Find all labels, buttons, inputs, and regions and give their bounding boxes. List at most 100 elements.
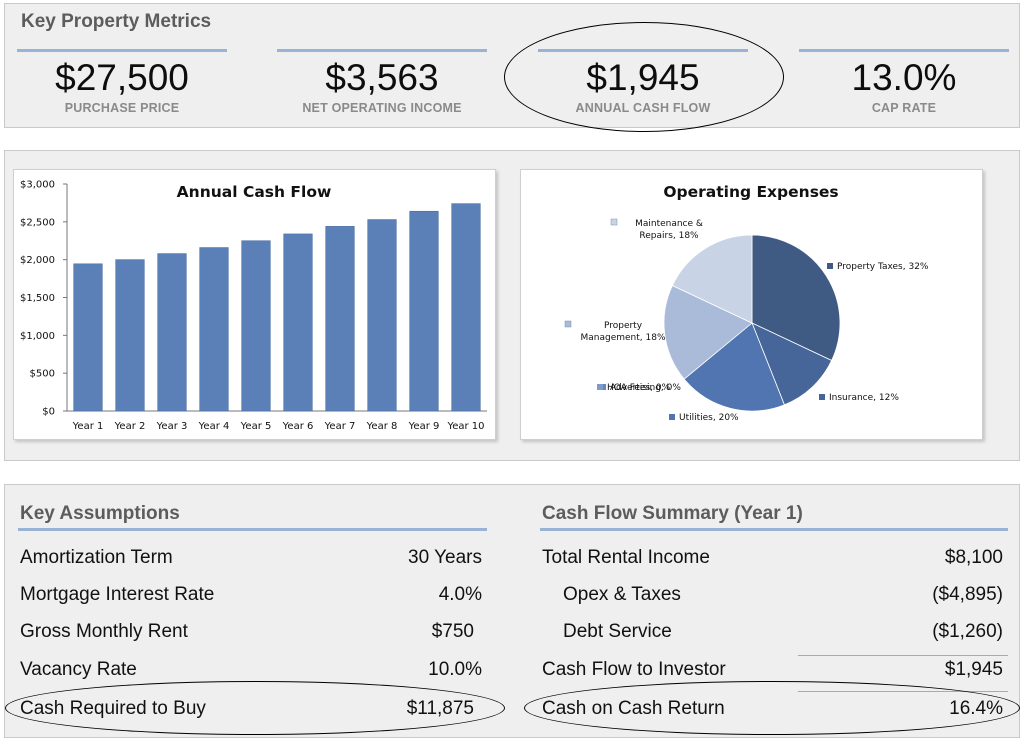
cash-flow-summary-rule (540, 528, 1008, 531)
pie-slice (683, 322, 785, 412)
x-tick-label: Year 10 (446, 421, 484, 432)
metric-value: $3,563 (325, 57, 439, 98)
assumption-label: Gross Monthly Rent (20, 621, 188, 642)
cashflow-label: Cash on Cash Return (542, 698, 725, 719)
bar (409, 210, 439, 412)
cashflow-value: 16.4% (949, 698, 1003, 719)
x-tick-label: Year 9 (408, 421, 440, 432)
x-tick-label: Year 3 (156, 421, 188, 432)
metric-cap-rate: 13.0% CAP RATE (799, 49, 1009, 115)
metric-label: ANNUAL CASH FLOW (575, 101, 711, 115)
legend-swatch (827, 263, 833, 269)
metric-net-operating-income: $3,563 NET OPERATING INCOME (277, 49, 487, 115)
y-tick-label: $500 (30, 369, 55, 380)
pie-label: Maintenance & (635, 219, 703, 229)
x-tick-label: Year 1 (72, 421, 104, 432)
pie-label: Utilities, 20% (679, 413, 739, 423)
cashflow-row-opex-and-taxes: Opex & Taxes ($4,895) (563, 582, 1003, 608)
pie-slice (751, 322, 833, 406)
y-tick-label: $2,500 (20, 217, 55, 228)
bar (283, 233, 313, 412)
cashflow-label: Opex & Taxes (563, 584, 681, 605)
y-tick-label: $1,500 (20, 293, 55, 304)
assumption-value: 4.0% (438, 584, 482, 605)
bar (451, 203, 481, 412)
operating-expenses-chart-svg: Operating Expenses Property Taxes, 32% Ins… (564, 183, 929, 423)
cashflow-row-cash-flow-to-investor: Cash Flow to Investor $1,945 (542, 657, 1003, 683)
total-rule (798, 691, 1008, 692)
legend-swatch (669, 414, 675, 420)
pie-label: Property Taxes, 32% (837, 262, 929, 272)
metric-annual-cash-flow: $1,945 ANNUAL CASH FLOW (538, 49, 748, 115)
subtotal-rule (798, 655, 1008, 656)
metric-label: NET OPERATING INCOME (302, 101, 462, 115)
metric-value: 13.0% (851, 57, 957, 98)
cashflow-label: Cash Flow to Investor (542, 659, 726, 680)
x-tick-label: Year 8 (366, 421, 398, 432)
metric-value: $1,945 (586, 57, 700, 98)
x-tick-label: Year 7 (324, 421, 356, 432)
cashflow-label: Total Rental Income (542, 547, 710, 568)
annual-cash-flow-chart: Annual Cash Flow $0 $500 $1,000 $1,500 $2,000… (13, 169, 496, 440)
chart-title: Operating Expenses (663, 183, 838, 201)
pie-label: Insurance, 12% (829, 393, 899, 403)
y-tick-label: $0 (42, 407, 55, 418)
bar (73, 263, 103, 412)
bar (157, 253, 187, 412)
legend-swatch (819, 394, 825, 400)
cashflow-row-total-rental-income: Total Rental Income $8,100 (542, 545, 1003, 571)
assumption-row-mortgage-interest-rate: Mortgage Interest Rate 4.0% (20, 582, 482, 608)
assumption-row-amortization-term: Amortization Term 30 Years (20, 545, 482, 571)
pie-label: Advertising, 0% (610, 383, 681, 393)
key-assumptions-title: Key Assumptions (20, 503, 180, 524)
metric-purchase-price: $27,500 PURCHASE PRICE (17, 49, 227, 115)
assumptions-and-cashflow-panel: Key Assumptions Cash Flow Summary (Year … (4, 484, 1020, 738)
metric-rule (799, 49, 1009, 52)
assumption-value: 30 Years (408, 547, 482, 568)
cashflow-value: ($4,895) (932, 584, 1003, 605)
metric-rule (538, 49, 748, 52)
legend-swatch (597, 384, 603, 390)
key-assumptions-rule (18, 528, 487, 531)
x-tick-label: Year 4 (198, 421, 230, 432)
x-tick-label: Year 5 (240, 421, 272, 432)
key-metrics-title: Key Property Metrics (21, 11, 212, 32)
assumption-label: Mortgage Interest Rate (20, 584, 215, 605)
assumption-value: $750 (431, 621, 474, 642)
assumption-label: Vacancy Rate (20, 659, 137, 680)
y-tick-label: $1,000 (20, 331, 55, 342)
assumption-row-cash-required-to-buy: Cash Required to Buy $11,875 (20, 696, 474, 722)
metric-label: PURCHASE PRICE (64, 101, 180, 115)
pie-label: HOA Fees, 0% (607, 383, 671, 393)
cashflow-value: ($1,260) (932, 621, 1003, 642)
pie-slice (751, 234, 841, 362)
cash-flow-summary-title: Cash Flow Summary (Year 1) (542, 503, 803, 524)
assumption-value: 10.0% (428, 659, 482, 680)
pie-label: Repairs, 18% (639, 231, 699, 241)
assumption-value: $11,875 (406, 698, 474, 719)
bar (367, 219, 397, 412)
pie-label: Management, 18% (580, 333, 665, 343)
legend-swatch (564, 320, 572, 328)
x-tick-label: Year 6 (282, 421, 314, 432)
y-tick-label: $3,000 (20, 180, 55, 191)
y-tick-label: $2,000 (20, 255, 55, 266)
assumption-row-vacancy-rate: Vacancy Rate 10.0% (20, 657, 482, 683)
pie-slice (663, 284, 753, 380)
legend-swatch (610, 218, 618, 226)
bar (241, 240, 271, 412)
pie-slice (671, 234, 753, 324)
cashflow-row-cash-on-cash-return: Cash on Cash Return 16.4% (542, 696, 1003, 722)
key-metrics-panel: Key Property Metrics $27,500 PURCHASE PR… (4, 3, 1020, 132)
metric-label: CAP RATE (871, 101, 937, 115)
assumption-label: Cash Required to Buy (20, 698, 206, 719)
cashflow-label: Debt Service (563, 621, 672, 642)
cashflow-value: $1,945 (944, 659, 1003, 680)
x-tick-label: Year 2 (114, 421, 146, 432)
pie-label: Property (604, 321, 643, 331)
cashflow-value: $8,100 (944, 547, 1003, 568)
cashflow-row-debt-service: Debt Service ($1,260) (563, 619, 1003, 645)
metric-rule (17, 49, 227, 52)
metric-value: $27,500 (55, 57, 189, 98)
chart-title: Annual Cash Flow (177, 183, 332, 201)
